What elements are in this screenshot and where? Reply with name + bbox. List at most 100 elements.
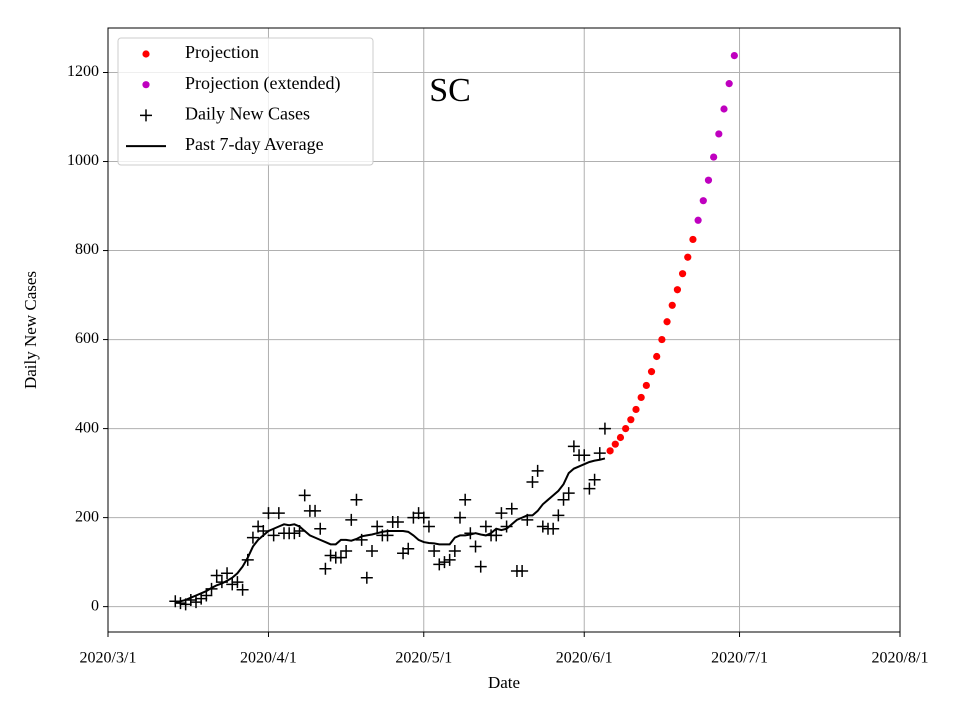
legend-label: Daily New Cases: [185, 104, 310, 124]
point: [578, 449, 591, 462]
point: [720, 105, 728, 113]
point: [210, 569, 223, 582]
point: [479, 520, 492, 533]
point: [583, 482, 596, 495]
point: [366, 544, 378, 557]
point: [454, 511, 466, 524]
line: [175, 457, 606, 604]
x-tick-label: 2020/4/1: [240, 650, 297, 667]
point: [334, 551, 347, 564]
y-tick-label: 1200: [67, 63, 99, 80]
point: [668, 301, 676, 309]
point: [272, 507, 285, 520]
x-tick-label: 2020/8/1: [872, 650, 929, 667]
legend-marker: [142, 81, 150, 89]
y-axis-label: Daily New Cases: [21, 271, 40, 389]
y-tick-label: 600: [75, 330, 99, 347]
point: [632, 405, 640, 414]
point: [469, 540, 482, 553]
point: [391, 516, 404, 529]
y-tick-label: 800: [75, 241, 99, 258]
y-tick-label: 0: [91, 597, 99, 614]
point: [642, 381, 650, 390]
point: [495, 507, 508, 520]
point: [562, 487, 575, 500]
y-tick-label: 400: [75, 419, 99, 436]
point: [704, 176, 713, 184]
point: [402, 542, 415, 555]
point: [526, 476, 539, 489]
point: [417, 511, 430, 524]
point: [314, 522, 327, 535]
point: [448, 544, 461, 557]
point: [298, 489, 311, 502]
point: [195, 592, 208, 605]
point: [567, 440, 580, 453]
point: [611, 440, 619, 448]
point: [710, 153, 718, 161]
point: [262, 507, 275, 520]
point: [684, 253, 692, 261]
point: [547, 522, 560, 535]
point: [422, 520, 435, 533]
point: [588, 473, 601, 486]
point: [557, 493, 570, 506]
series: [606, 235, 697, 455]
point: [231, 576, 244, 589]
point: [715, 130, 723, 138]
point: [622, 424, 630, 433]
point: [658, 335, 666, 344]
y-tick-label: 1000: [67, 152, 99, 169]
point: [725, 80, 733, 88]
point: [221, 567, 234, 580]
point: [699, 197, 707, 205]
point: [637, 393, 645, 402]
point: [531, 464, 544, 477]
point: [438, 556, 451, 569]
point: [689, 235, 697, 244]
point: [226, 578, 239, 591]
x-tick-label: 2020/5/1: [395, 650, 452, 667]
legend-label: Projection (extended): [185, 73, 340, 94]
point: [474, 560, 487, 573]
point: [324, 549, 337, 562]
x-tick-label: 2020/6/1: [556, 650, 613, 667]
plot-frame: [107, 27, 901, 633]
point: [616, 433, 625, 442]
point: [360, 571, 373, 584]
point: [174, 597, 187, 610]
legend-box: [117, 37, 374, 166]
point: [433, 558, 446, 571]
point: [350, 493, 363, 506]
annotation: SC: [429, 72, 471, 109]
series: [175, 457, 606, 604]
point: [730, 51, 738, 60]
legend-marker: [142, 50, 150, 58]
point: [288, 527, 301, 540]
point: [319, 562, 332, 575]
point: [459, 493, 472, 506]
x-axis-label: Date: [488, 673, 520, 692]
x-tick-label: 2020/7/1: [711, 650, 768, 667]
legend-label: Projection: [185, 42, 259, 62]
point: [593, 447, 606, 460]
point: [673, 286, 682, 294]
point: [627, 416, 635, 424]
point: [236, 583, 249, 596]
point: [516, 565, 529, 578]
point: [598, 422, 611, 435]
point: [246, 531, 259, 544]
point: [505, 502, 518, 515]
point: [428, 544, 441, 557]
point: [340, 544, 353, 557]
point: [536, 520, 549, 533]
point: [663, 318, 671, 326]
y-tick-label: 200: [75, 508, 99, 525]
point: [647, 368, 656, 376]
point: [694, 216, 702, 224]
point: [552, 509, 565, 522]
point: [606, 447, 614, 455]
point: [371, 520, 384, 533]
point: [345, 513, 358, 526]
